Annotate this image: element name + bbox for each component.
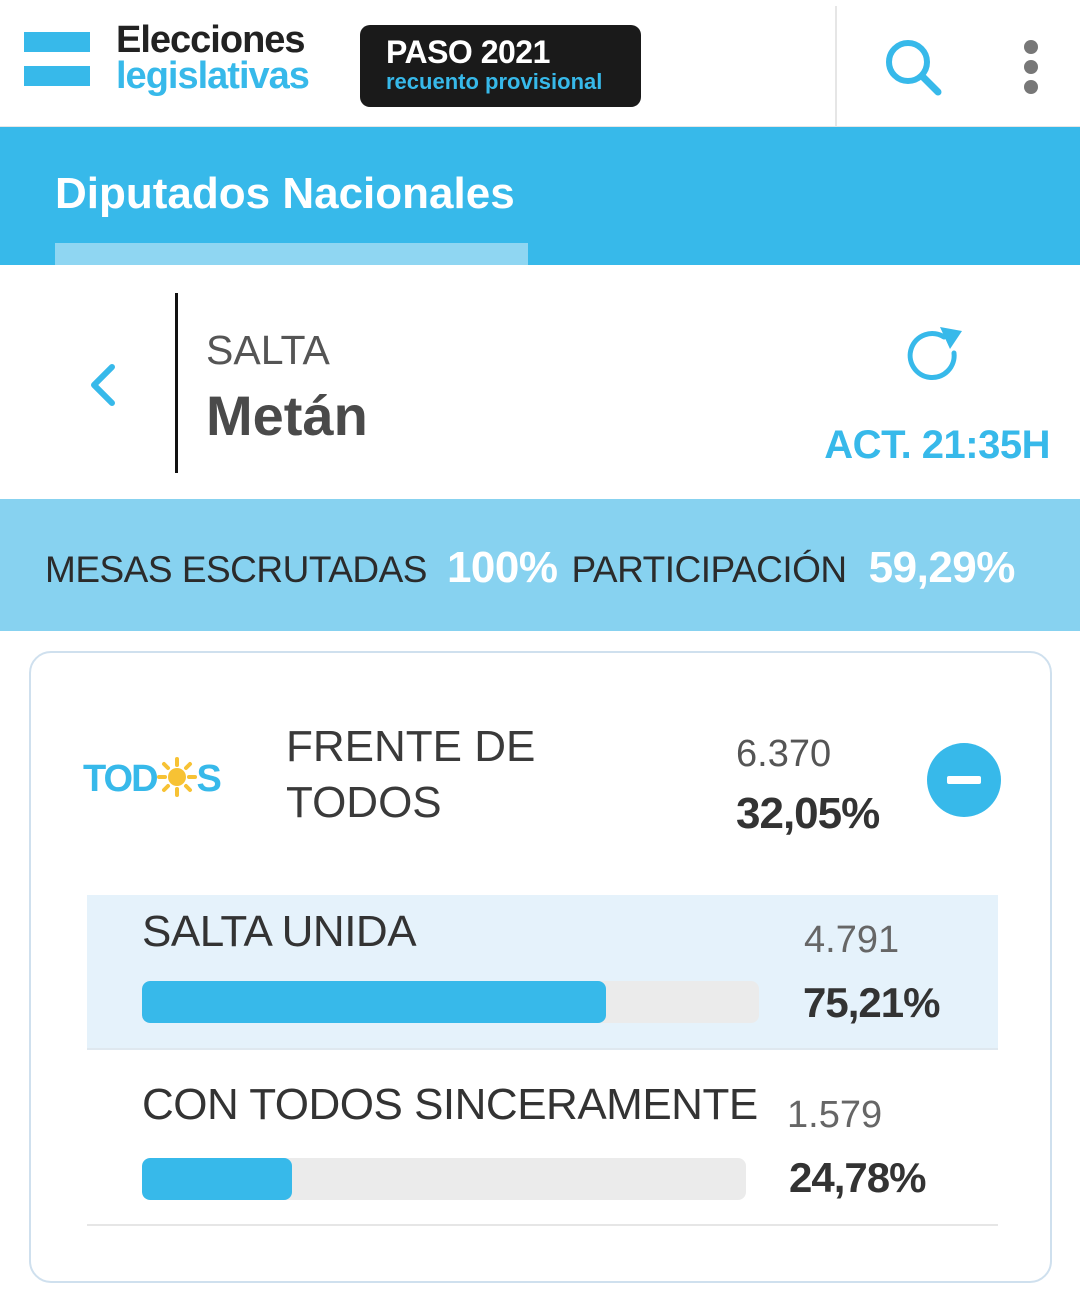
- top-bar: Elecciones legislativas PASO 2021 recuen…: [0, 0, 1080, 127]
- tab-label: Diputados Nacionales: [55, 169, 515, 218]
- progress-track: [142, 1158, 746, 1200]
- location-divider: [175, 293, 178, 473]
- scrutiny-stats-bar: MESAS ESCRUTADAS 100% PARTICIPACIÓN 59,29%: [0, 499, 1080, 631]
- list-percent: 24,78%: [789, 1154, 926, 1201]
- refresh-icon: [907, 327, 962, 380]
- list-item[interactable]: SALTA UNIDA 4.791 75,21%: [87, 895, 998, 1050]
- list-item[interactable]: CON TODOS SINCERAMENTE 1.579 24,78%: [87, 1050, 998, 1226]
- list-percent: 75,21%: [803, 979, 940, 1026]
- search-icon: [886, 40, 942, 96]
- internal-lists: SALTA UNIDA 4.791 75,21% CON TODOS SINCE…: [87, 895, 998, 1226]
- header-divider: [835, 6, 837, 127]
- mesas-value: 100%: [446, 543, 558, 592]
- participacion-label: PARTICIPACIÓN: [571, 549, 848, 590]
- active-tab-indicator: [55, 243, 528, 265]
- province-name: SALTA: [206, 327, 330, 373]
- chevron-left-icon: [91, 364, 115, 406]
- party-result-card: TOD S FRENTE DE TODOS 6.370 32,05% SALTA…: [29, 651, 1052, 1283]
- city-name: Metán: [206, 384, 368, 447]
- election-badge: PASO 2021 recuento provisional: [360, 25, 641, 107]
- progress-fill: [142, 1158, 292, 1200]
- party-votes: 6.370: [736, 733, 832, 775]
- more-vertical-icon: [1024, 40, 1038, 54]
- refresh-button[interactable]: [900, 323, 970, 389]
- list-name: SALTA UNIDA: [142, 907, 417, 956]
- back-button[interactable]: [80, 357, 126, 413]
- minus-icon: [947, 776, 981, 784]
- brand-line-1: Elecciones: [116, 19, 306, 61]
- badge-subtitle: recuento provisional: [386, 69, 603, 94]
- progress-track: [142, 981, 759, 1023]
- location-header: SALTA Metán ACT. 21:35H: [0, 265, 1080, 499]
- brand-line-2: legislativas: [116, 55, 310, 97]
- badge-title: PASO 2021: [386, 34, 550, 70]
- list-name: CON TODOS SINCERAMENTE: [142, 1080, 758, 1129]
- party-percent: 32,05%: [736, 789, 880, 838]
- category-tab-bar: Diputados Nacionales: [0, 127, 1080, 265]
- collapse-button[interactable]: [927, 743, 1001, 817]
- progress-fill: [142, 981, 607, 1023]
- list-votes: 4.791: [804, 919, 900, 961]
- tab-diputados-nacionales[interactable]: Diputados Nacionales: [55, 127, 528, 265]
- more-menu-button[interactable]: [1012, 36, 1050, 98]
- mesas-label: MESAS ESCRUTADAS: [45, 549, 427, 590]
- participacion-value: 59,29%: [868, 543, 1016, 592]
- party-name: FRENTE DE TODOS: [286, 722, 536, 827]
- argentina-flag-logo: [24, 30, 92, 88]
- list-votes: 1.579: [787, 1094, 883, 1136]
- search-button[interactable]: [880, 34, 946, 100]
- last-update-time: ACT. 21:35H: [824, 423, 1050, 467]
- party-logo: TOD S: [83, 757, 222, 800]
- sun-icon: [156, 757, 197, 797]
- brand-logo[interactable]: Elecciones legislativas: [116, 19, 310, 97]
